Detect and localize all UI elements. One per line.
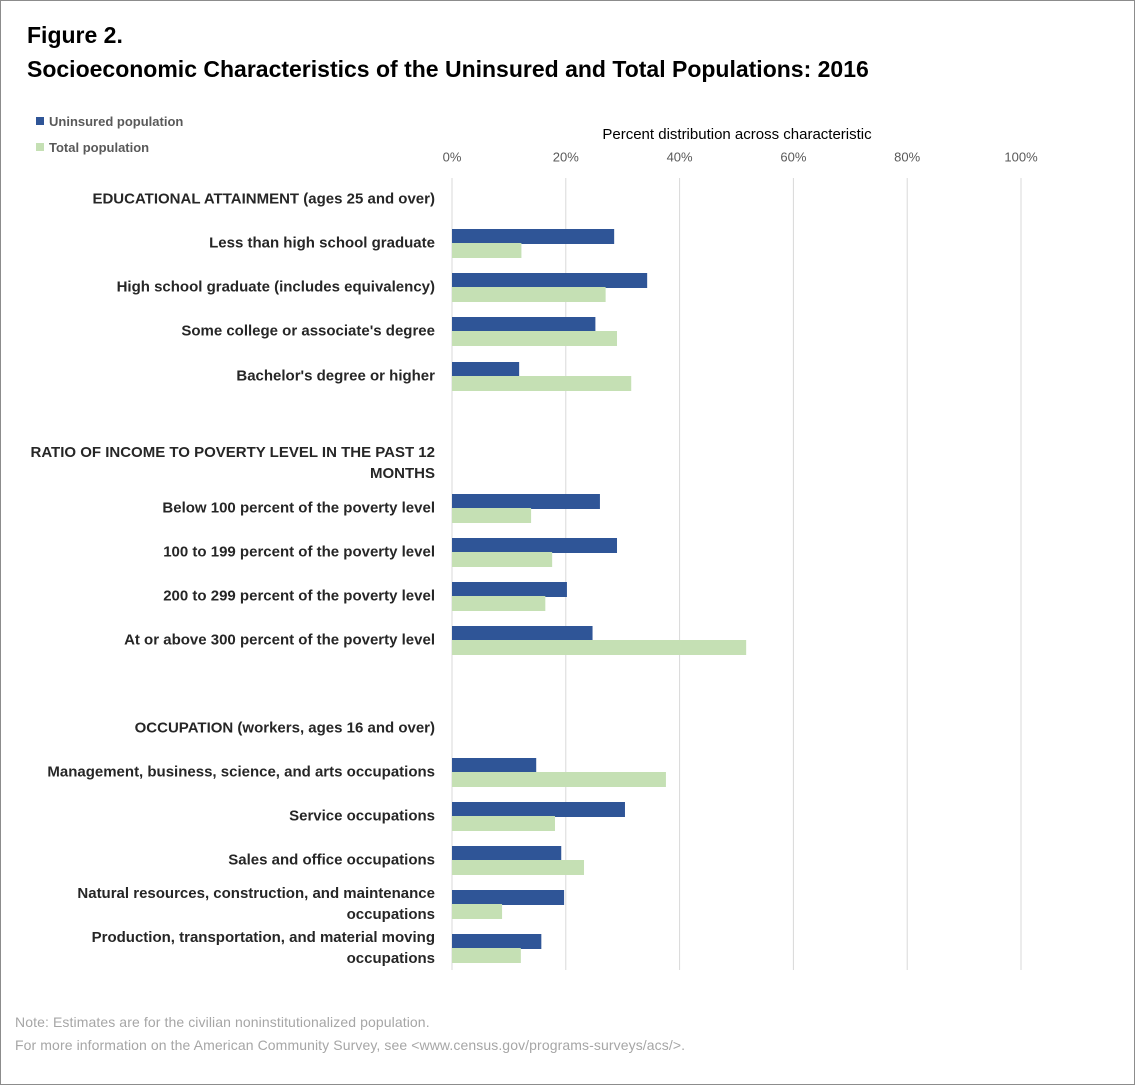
bar-total (452, 640, 747, 655)
x-tick-label: 80% (894, 150, 920, 165)
category-label: 200 to 299 percent of the poverty level (163, 588, 435, 605)
bar-total (452, 816, 555, 831)
bar-total (452, 243, 522, 258)
bar-uninsured (452, 317, 596, 332)
x-tick-label: 40% (667, 150, 693, 165)
category-label: occupations (347, 950, 435, 967)
category-label: occupations (347, 906, 435, 923)
bar-total (452, 552, 553, 567)
bar-total (452, 331, 618, 346)
category-label: Sales and office occupations (228, 852, 435, 869)
x-axis-title: Percent distribution across characterist… (602, 126, 872, 143)
category-label: Production, transportation, and material… (92, 929, 435, 946)
bar-total (452, 948, 521, 963)
bar-uninsured (452, 626, 593, 641)
category-label: Service occupations (289, 808, 435, 825)
bar-uninsured (452, 273, 648, 288)
bar-total (452, 860, 585, 875)
legend-swatch-uninsured (36, 117, 44, 125)
category-label: Management, business, science, and arts … (47, 764, 435, 781)
category-label: 100 to 199 percent of the poverty level (163, 544, 435, 561)
legend-label-uninsured: Uninsured population (49, 113, 184, 129)
legend-swatch-total (36, 143, 44, 151)
bar-uninsured (452, 362, 520, 377)
category-label: Below 100 percent of the poverty level (162, 500, 435, 517)
category-label: Natural resources, construction, and mai… (77, 885, 435, 902)
category-label: At or above 300 percent of the poverty l… (124, 632, 435, 649)
bar-total (452, 772, 666, 787)
legend-label-total: Total population (49, 139, 150, 155)
group-heading: OCCUPATION (workers, ages 16 and over) (135, 720, 435, 737)
bar-uninsured (452, 494, 600, 509)
bar-uninsured (452, 890, 565, 905)
x-tick-label: 60% (780, 150, 806, 165)
bar-total (452, 508, 532, 523)
legend-item-total: Total population (36, 138, 149, 156)
figure-label: Figure 2. (27, 22, 123, 48)
legend-item-uninsured: Uninsured population (36, 112, 183, 130)
bar-total (452, 287, 606, 302)
category-label: High school graduate (includes equivalen… (117, 279, 435, 296)
x-tick-label: 100% (1004, 150, 1038, 165)
note-text: Note: Estimates are for the civilian non… (15, 1014, 430, 1030)
bar-total (452, 596, 546, 611)
source-text: For more information on the American Com… (15, 1037, 686, 1053)
bar-uninsured (452, 758, 537, 773)
x-tick-label: 0% (443, 150, 462, 165)
category-label: Less than high school graduate (209, 235, 435, 252)
bar-uninsured (452, 582, 567, 597)
bar-uninsured (452, 802, 625, 817)
bar-uninsured (452, 229, 615, 244)
bar-total (452, 904, 503, 919)
group-heading: RATIO OF INCOME TO POVERTY LEVEL IN THE … (30, 444, 435, 461)
bar-uninsured (452, 934, 542, 949)
chart-title: Socioeconomic Characteristics of the Uni… (27, 56, 869, 82)
category-label: Some college or associate's degree (181, 323, 435, 340)
group-heading: EDUCATIONAL ATTAINMENT (ages 25 and over… (92, 191, 435, 208)
bar-uninsured (452, 846, 562, 861)
category-label: Bachelor's degree or higher (236, 368, 435, 385)
bar-total (452, 376, 632, 391)
group-heading: MONTHS (370, 465, 435, 482)
bar-uninsured (452, 538, 618, 553)
x-tick-label: 20% (553, 150, 579, 165)
